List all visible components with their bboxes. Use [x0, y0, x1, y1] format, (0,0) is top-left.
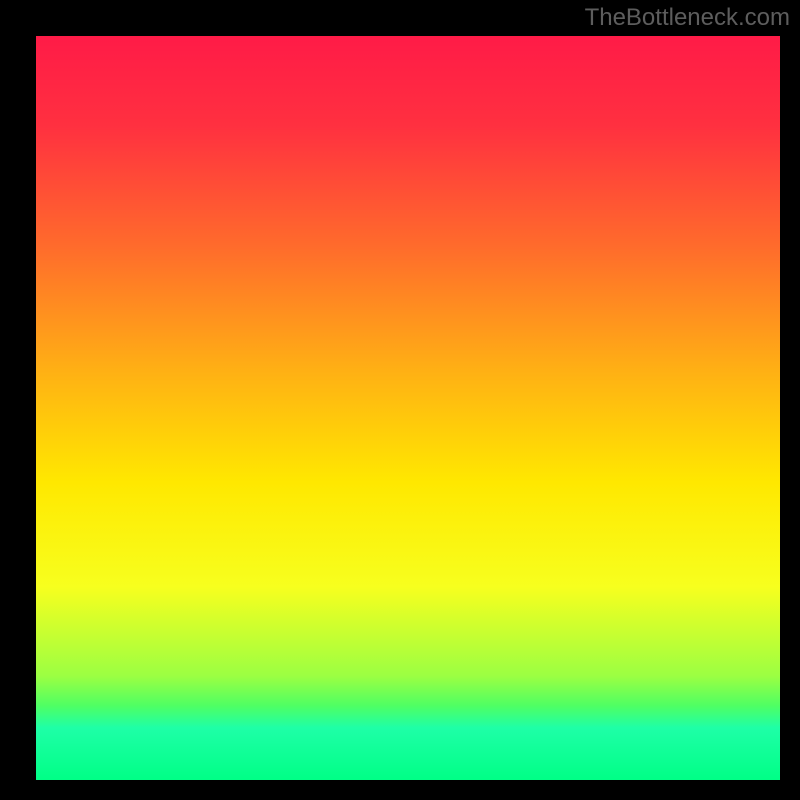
watermark-text: TheBottleneck.com — [585, 4, 790, 32]
